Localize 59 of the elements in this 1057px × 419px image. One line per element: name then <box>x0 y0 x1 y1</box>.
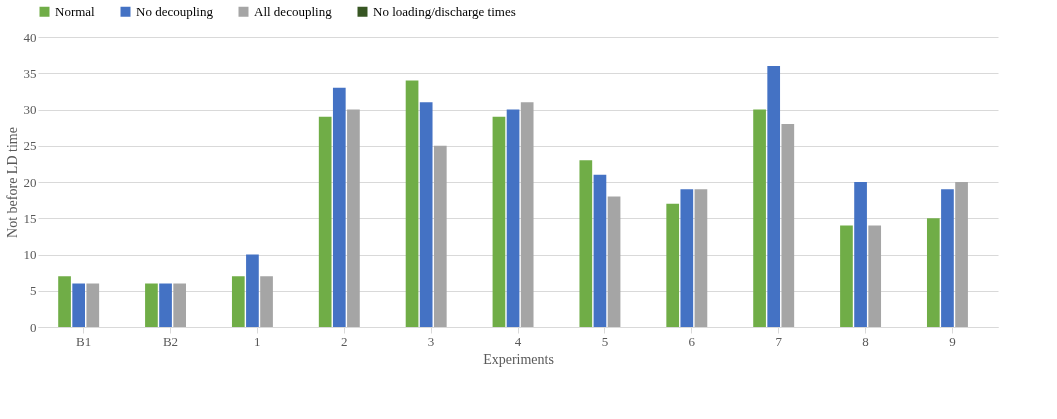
x-axis-title: Experiments <box>483 351 554 367</box>
bar <box>767 66 781 327</box>
x-tick-label: B2 <box>162 333 179 349</box>
legend-label: No decoupling <box>136 3 214 19</box>
y-axis-title: Not before LD time <box>4 127 20 238</box>
y-tick-label: 40 <box>23 29 37 45</box>
bar <box>666 203 680 327</box>
y-tick-label: 15 <box>23 210 37 226</box>
bar <box>941 189 954 327</box>
legend-label: All decoupling <box>254 3 333 19</box>
y-tick-label: 20 <box>23 174 37 190</box>
bar <box>173 283 187 327</box>
bar <box>159 283 172 327</box>
y-tick-label: 0 <box>30 319 37 335</box>
legend-label: Normal <box>55 3 96 19</box>
x-tick-label: 3 <box>427 333 435 349</box>
x-tick-label: 4 <box>514 333 522 349</box>
y-tick-label: 30 <box>23 102 37 117</box>
x-tick-label: 1 <box>254 333 261 349</box>
x-tick-label: B1 <box>76 333 92 349</box>
bar <box>492 116 506 327</box>
bar <box>753 109 766 327</box>
x-tick-label: 2 <box>340 333 348 349</box>
bar <box>260 276 273 327</box>
x-tick-label: 9 <box>949 333 956 349</box>
x-tick-label: 6 <box>688 333 696 349</box>
x-tick-label: 7 <box>775 333 783 349</box>
bar <box>58 276 71 327</box>
legend-label: No loading/discharge times <box>373 3 516 19</box>
bar <box>694 189 708 327</box>
bar <box>433 145 447 327</box>
bar <box>506 109 520 327</box>
x-tick-label: 8 <box>862 333 869 349</box>
bar <box>347 109 360 327</box>
bar <box>332 87 346 327</box>
bar <box>520 102 534 327</box>
bar <box>231 276 245 327</box>
bar <box>840 225 853 327</box>
y-tick-label: 10 <box>23 247 37 262</box>
bar <box>72 283 86 327</box>
y-tick-label: 35 <box>23 65 37 81</box>
bar <box>926 218 940 327</box>
bar <box>419 102 433 327</box>
bar <box>405 80 419 327</box>
bar <box>955 182 968 327</box>
bar <box>246 254 259 327</box>
bar <box>607 196 621 327</box>
bar <box>145 283 158 327</box>
bar <box>579 160 593 327</box>
bar <box>680 189 694 327</box>
bar <box>318 116 332 327</box>
y-tick-label: 25 <box>23 138 37 154</box>
bar <box>854 182 867 327</box>
bar <box>781 124 795 327</box>
x-tick-label: 5 <box>601 333 609 349</box>
bar <box>593 174 607 327</box>
bar <box>868 225 882 327</box>
y-tick-label: 5 <box>30 283 37 299</box>
bar <box>86 283 100 327</box>
